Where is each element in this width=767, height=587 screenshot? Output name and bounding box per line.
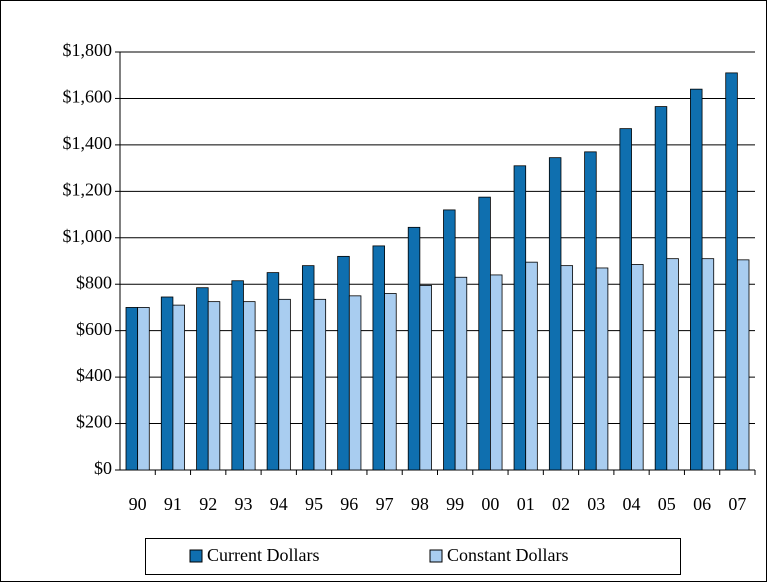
x-tick-label: 07 <box>728 494 746 514</box>
bar <box>207 301 221 471</box>
bar <box>243 301 256 471</box>
legend-label: Constant Dollars <box>447 545 569 565</box>
bar <box>266 272 280 471</box>
bar <box>490 274 503 471</box>
bar <box>584 151 597 471</box>
y-tick-label: $200 <box>76 412 112 432</box>
bar <box>348 295 362 471</box>
bar <box>631 264 644 471</box>
bar <box>548 157 562 471</box>
x-tick-label: 92 <box>199 494 217 514</box>
y-tick-label: $1,600 <box>63 87 113 107</box>
bar <box>525 261 538 471</box>
bar <box>384 293 397 471</box>
bar <box>666 258 679 471</box>
bar <box>313 298 327 471</box>
y-tick-label: $1,000 <box>63 226 113 246</box>
x-tick-label: 00 <box>481 494 499 514</box>
bar <box>137 307 150 471</box>
bar <box>513 165 527 471</box>
x-tick-label: 93 <box>234 494 252 514</box>
bar <box>372 245 385 471</box>
x-tick-label: 97 <box>376 494 394 514</box>
x-tick-label: 01 <box>517 494 535 514</box>
x-tick-label: 99 <box>446 494 464 514</box>
x-tick-label: 96 <box>340 494 358 514</box>
x-tick-label: 98 <box>411 494 429 514</box>
bar <box>443 209 456 471</box>
legend-label: Current Dollars <box>207 545 319 565</box>
x-tick-label: 05 <box>658 494 676 514</box>
bar <box>690 88 703 471</box>
bar <box>125 307 139 471</box>
legend-swatch <box>429 549 443 563</box>
y-tick-label: $600 <box>76 319 112 339</box>
legend-box <box>145 538 681 575</box>
legend-swatch <box>189 549 203 563</box>
x-tick-label: 02 <box>552 494 570 514</box>
y-tick-label: $1,200 <box>63 179 113 199</box>
y-tick-label: $0 <box>94 458 112 478</box>
y-tick-label: $1,400 <box>63 133 113 153</box>
y-tick-label: $1,800 <box>63 40 113 60</box>
bar <box>595 267 609 471</box>
bar <box>478 196 491 471</box>
y-tick-label: $400 <box>76 365 112 385</box>
x-tick-label: 03 <box>587 494 605 514</box>
x-tick-label: 91 <box>164 494 182 514</box>
bar <box>654 106 668 471</box>
bar <box>736 259 750 471</box>
y-tick-label: $800 <box>76 272 112 292</box>
bar <box>301 265 315 471</box>
bar <box>231 280 244 471</box>
bar <box>160 296 174 471</box>
bar <box>172 304 185 471</box>
bar <box>454 276 468 471</box>
bar <box>619 128 632 471</box>
x-tick-label: 94 <box>270 494 288 514</box>
bar <box>560 265 574 471</box>
bar <box>701 258 715 471</box>
bar <box>278 298 291 471</box>
bar <box>725 72 738 471</box>
x-tick-label: 04 <box>623 494 641 514</box>
x-tick-label: 90 <box>129 494 147 514</box>
x-tick-label: 06 <box>693 494 711 514</box>
bar <box>337 255 350 471</box>
bar <box>407 226 421 471</box>
x-tick-label: 95 <box>305 494 323 514</box>
bar <box>196 287 209 471</box>
bar <box>419 284 432 471</box>
